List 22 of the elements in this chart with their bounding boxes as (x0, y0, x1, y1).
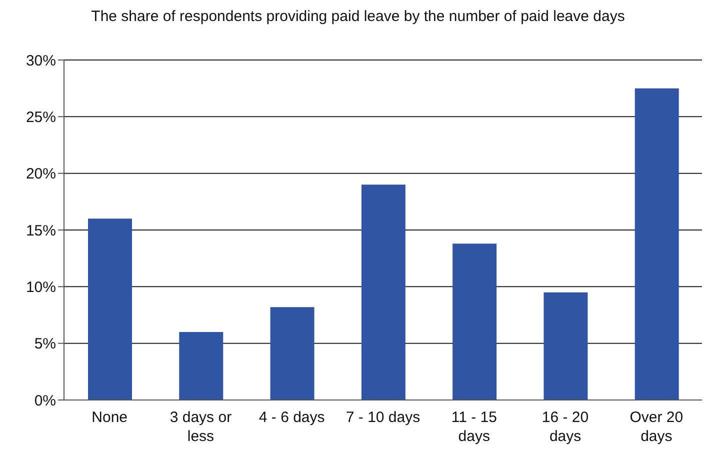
y-tick-label: 15% (26, 222, 56, 240)
y-tick-label: 5% (34, 336, 56, 353)
x-tick-label: 7 - 10 days (346, 409, 420, 426)
x-tick-label: 16 - 20 days (542, 409, 589, 445)
y-tick-label: 30% (26, 52, 56, 70)
x-tick-label: None (92, 409, 128, 426)
y-tick-label: 25% (26, 108, 56, 126)
x-tick-label: 3 days or less (170, 409, 232, 445)
x-tick-label: Over 20 days (630, 409, 684, 445)
y-tick-label: 0% (34, 392, 56, 410)
bar (88, 218, 132, 400)
bar (452, 244, 497, 400)
x-tick-label: 4 - 6 days (258, 409, 325, 426)
y-tick-label: 10% (26, 278, 56, 296)
bar (634, 88, 679, 400)
bar (361, 184, 406, 400)
y-tick-label: 20% (26, 166, 56, 183)
bar (179, 332, 224, 400)
x-tick-label: 11 - 15 days (451, 409, 497, 445)
bar (544, 292, 588, 400)
chart-title: The share of respondents providing paid leave by the number of paid leave days (90, 8, 626, 27)
bar (270, 307, 314, 400)
